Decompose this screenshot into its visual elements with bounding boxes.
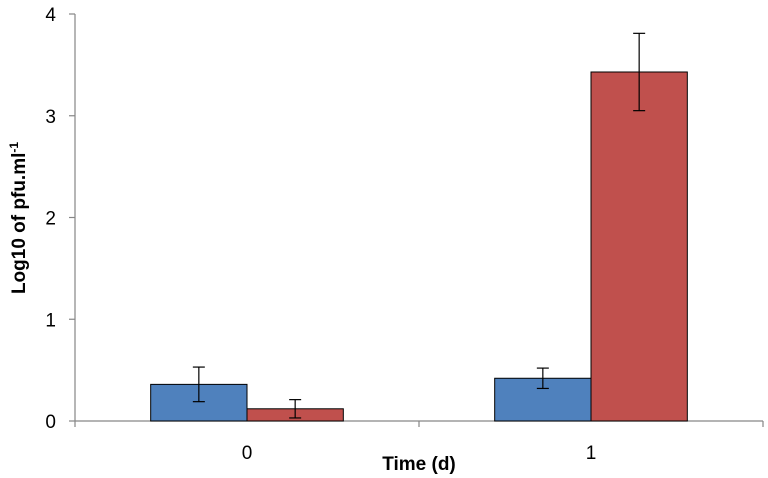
y-tick-label: 1 — [45, 310, 56, 331]
y-tick-label: 2 — [45, 209, 56, 230]
bar-2-1 — [590, 71, 688, 422]
y-tick-label: 4 — [45, 5, 56, 26]
error-bar — [289, 399, 302, 419]
y-ticks: 0 1 2 3 4 — [45, 5, 75, 433]
bars — [150, 71, 688, 422]
error-bars — [192, 32, 646, 419]
y-axis-title: Log10 of pfu.ml-1 — [7, 142, 30, 294]
x-axis-title: Time (d) — [382, 454, 456, 475]
y-axis-title-text: Log10 of pfu.ml — [9, 153, 30, 294]
x-tick-label: 0 — [242, 443, 253, 464]
error-bar — [633, 32, 646, 112]
y-tick-label: 0 — [45, 412, 56, 433]
x-ticks — [74, 421, 764, 427]
error-bar — [536, 367, 549, 390]
bar-1-1 — [494, 377, 592, 422]
y-axis-title-superscript: -1 — [7, 142, 21, 153]
error-bar — [192, 366, 205, 403]
x-tick-label: 1 — [586, 443, 597, 464]
y-tick-label: 3 — [45, 107, 56, 128]
